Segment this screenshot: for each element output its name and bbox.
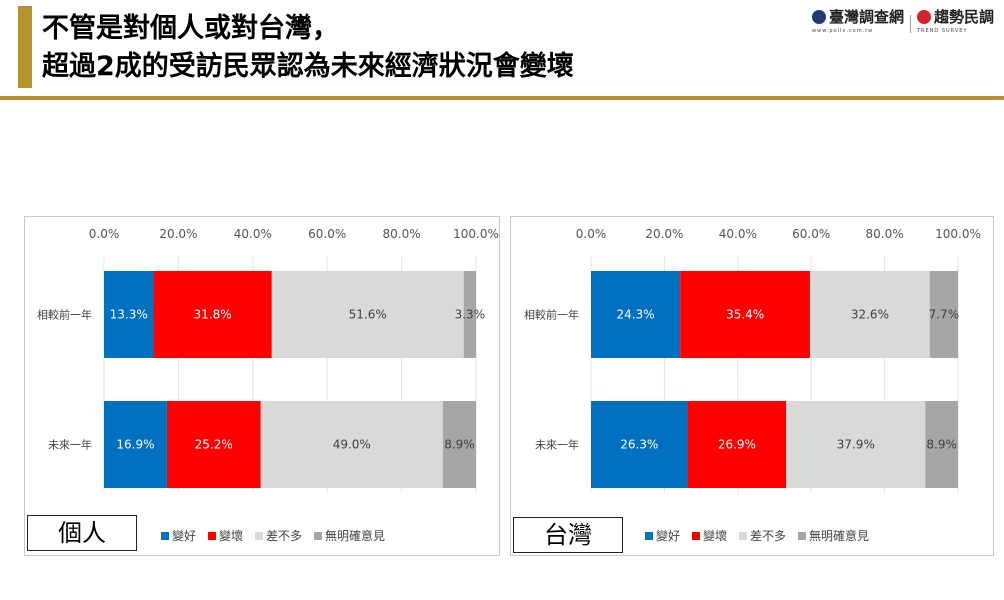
legend-swatch [645, 531, 653, 540]
bar-segment [591, 271, 681, 358]
legend-personal: 變好 變壞 差不多 無明確意見 [161, 527, 385, 544]
data-label: 7.7% [929, 308, 960, 322]
legend-item: 變好 [645, 527, 680, 544]
legend-swatch [798, 531, 807, 540]
legend-label: 變好 [656, 529, 681, 543]
data-label: 49.0% [333, 438, 371, 452]
category-label: 相較前一年 [37, 308, 92, 322]
x-tick-label: 80.0% [866, 227, 904, 241]
page-title: 不管是對個人或對台灣， 超過2成的受訪民眾認為未來經濟狀況會變壞 [42, 10, 574, 86]
legend-item: 變壞 [692, 527, 727, 544]
x-tick-label: 20.0% [159, 227, 197, 241]
legend-label: 無明確意見 [809, 529, 870, 543]
legend-swatch [255, 531, 264, 540]
legend-swatch [314, 531, 323, 540]
data-label: 51.6% [349, 308, 387, 322]
bar-segment [786, 401, 926, 488]
x-tick-label: 60.0% [792, 227, 830, 241]
data-label: 26.3% [620, 438, 658, 452]
data-label: 26.9% [718, 438, 756, 452]
x-tick-label: 80.0% [383, 227, 421, 241]
legend-item: 無明確意見 [798, 527, 869, 544]
category-label: 未來一年 [48, 438, 92, 452]
bar-segment [166, 401, 261, 488]
title-line-2: 超過2成的受訪民眾認為未來經濟狀況會變壞 [42, 51, 574, 82]
trend-survey-logo-icon [916, 10, 931, 24]
x-tick-label: 0.0% [89, 227, 120, 241]
pollx-logo-url: www.pollx.com.tw [811, 28, 874, 34]
x-tick-label: 100.0% [453, 227, 499, 241]
data-label: 32.6% [851, 308, 889, 322]
x-tick-label: 60.0% [308, 227, 346, 241]
bar-segment [153, 271, 272, 358]
x-tick-label: 40.0% [234, 227, 272, 241]
legend-item: 差不多 [255, 527, 302, 544]
trend-survey-logo-name: 趨勢民調 [933, 8, 994, 26]
bar-segment [104, 271, 154, 358]
title-underline [0, 96, 1004, 100]
data-label: 35.4% [726, 308, 764, 322]
legend-swatch [161, 531, 169, 540]
bar-segment [104, 401, 167, 488]
logo-separator [909, 15, 911, 33]
trend-survey-logo-sub: TREND SURVEY [916, 28, 968, 34]
pollx-logo-icon [811, 10, 826, 24]
x-tick-label: 0.0% [576, 227, 607, 241]
data-label: 13.3% [110, 308, 148, 322]
bar-segment [929, 271, 958, 358]
category-label: 相較前一年 [524, 308, 579, 322]
data-label: 25.2% [195, 438, 233, 452]
x-tick-label: 40.0% [719, 227, 757, 241]
bar-segment [810, 271, 930, 358]
category-label: 未來一年 [535, 438, 579, 452]
data-label: 16.9% [116, 438, 154, 452]
data-label: 31.8% [194, 308, 232, 322]
data-label: 8.9% [444, 438, 475, 452]
bar-segment [680, 271, 811, 358]
bar-segment [591, 401, 688, 488]
panel-label-taiwan: 台灣 [513, 517, 623, 553]
legend-item: 變壞 [208, 527, 243, 544]
logo-area: 臺灣調查網 www.pollx.com.tw 趨勢民調 TREND SURVEY [811, 8, 994, 38]
legend-item: 變好 [161, 527, 196, 544]
x-tick-label: 20.0% [645, 227, 683, 241]
legend-swatch [692, 531, 701, 540]
data-label: 3.3% [455, 308, 486, 322]
legend-label: 差不多 [266, 529, 303, 543]
pollx-logo-name: 臺灣調查網 [828, 8, 904, 26]
legend-label: 變壞 [703, 529, 728, 543]
legend-taiwan: 變好 變壞 差不多 無明確意見 [645, 527, 869, 544]
title-line-1: 不管是對個人或對台灣， [42, 13, 339, 44]
trend-survey-logo: 趨勢民調 TREND SURVEY [916, 8, 994, 38]
bar-segment [925, 401, 958, 488]
data-label: 24.3% [617, 308, 655, 322]
pollx-logo: 臺灣調查網 www.pollx.com.tw [811, 8, 904, 38]
legend-label: 變好 [172, 529, 197, 543]
data-label: 8.9% [926, 438, 957, 452]
bar-segment [442, 401, 476, 488]
x-tick-label: 100.0% [935, 227, 981, 241]
bar-segment [463, 271, 476, 358]
title-accent-bar [18, 6, 32, 88]
legend-item: 差不多 [739, 527, 786, 544]
legend-label: 無明確意見 [325, 529, 386, 543]
legend-swatch [208, 531, 217, 540]
chart-panel-taiwan: 0.0% 20.0% 40.0% 60.0% 80.0% 100.0% 相較前一年未來一年 2… [510, 216, 994, 556]
data-label: 37.9% [837, 438, 875, 452]
legend-label: 差不多 [750, 529, 787, 543]
legend-swatch [739, 531, 748, 540]
legend-label: 變壞 [219, 529, 244, 543]
bar-segment [260, 401, 443, 488]
legend-item: 無明確意見 [314, 527, 385, 544]
bar-segment [271, 271, 464, 358]
chart-panel-personal: 0.0% 20.0% 40.0% 60.0% 80.0% 100.0% 相較前一年未來一年 1… [24, 216, 500, 556]
bar-segment [687, 401, 787, 488]
panel-label-personal: 個人 [27, 515, 137, 551]
